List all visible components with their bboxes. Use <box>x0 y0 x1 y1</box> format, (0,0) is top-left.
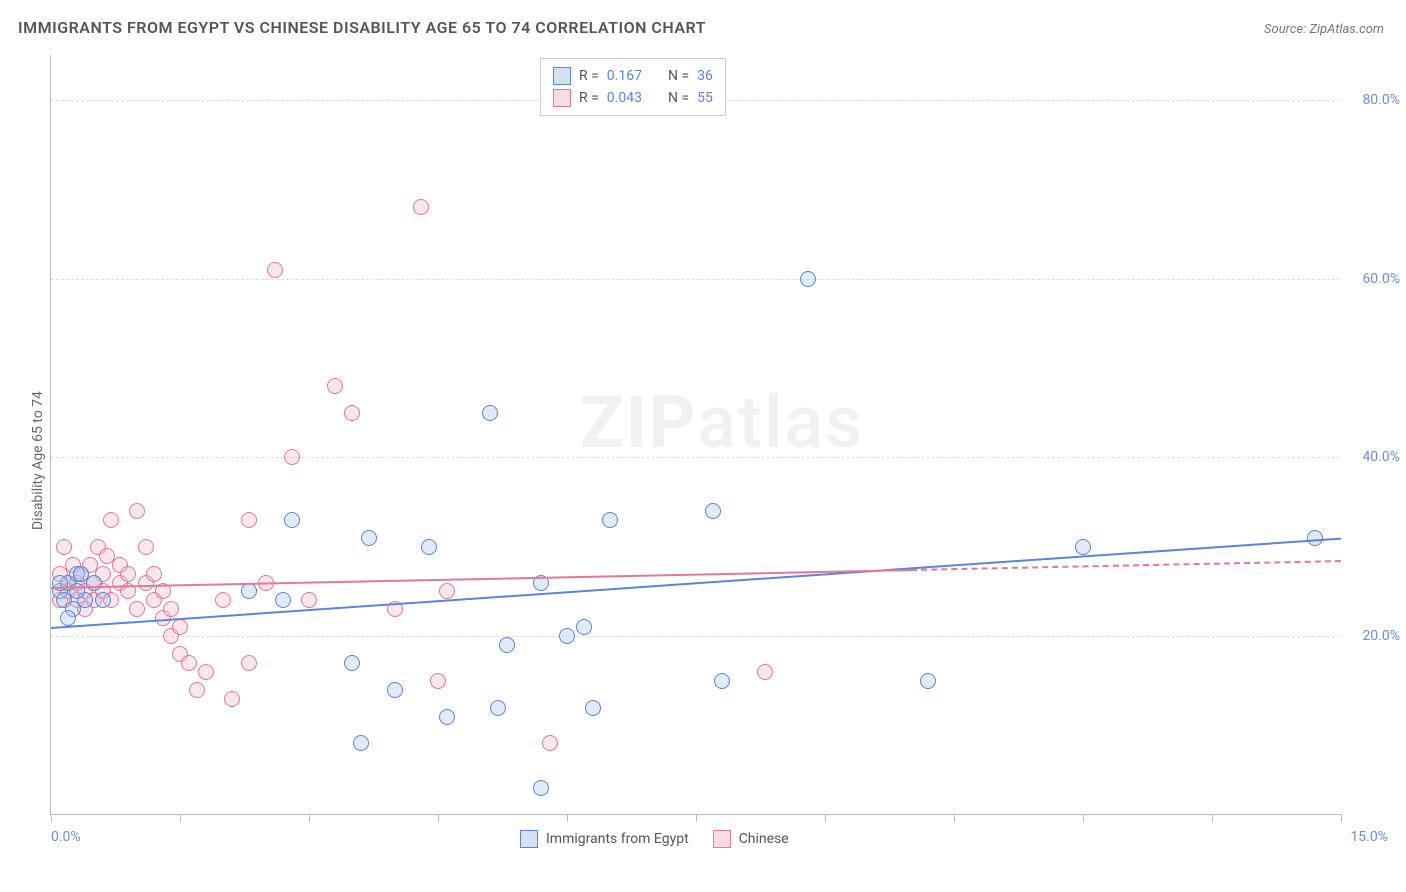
scatter-point-egypt <box>576 619 592 635</box>
scatter-point-chinese <box>163 601 179 617</box>
legend-item-egypt: Immigrants from Egypt <box>520 830 689 848</box>
n-label: N = <box>668 65 689 87</box>
scatter-point-egypt <box>714 673 730 689</box>
legend-label-egypt: Immigrants from Egypt <box>546 831 689 847</box>
scatter-point-chinese <box>439 583 455 599</box>
legend-stat-row-chinese: R = 0.043 N = 55 <box>553 87 713 109</box>
scatter-point-chinese <box>542 735 558 751</box>
scatter-point-chinese <box>241 655 257 671</box>
legend-swatch-chinese <box>553 89 571 107</box>
x-tick <box>309 814 310 822</box>
scatter-point-egypt <box>387 682 403 698</box>
scatter-point-egypt <box>559 628 575 644</box>
scatter-point-egypt <box>439 709 455 725</box>
scatter-point-egypt <box>344 655 360 671</box>
scatter-point-egypt <box>353 735 369 751</box>
r-label: R = <box>579 87 599 109</box>
x-tick-label: 15.0% <box>1350 829 1388 845</box>
y-axis-title: Disability Age 65 to 74 <box>30 391 46 530</box>
scatter-point-egypt <box>533 780 549 796</box>
scatter-point-chinese <box>189 682 205 698</box>
scatter-point-egypt <box>1307 530 1323 546</box>
x-tick <box>825 814 826 822</box>
n-label: N = <box>668 87 689 109</box>
scatter-point-chinese <box>224 691 240 707</box>
plot-area: 20.0%40.0%60.0%80.0%0.0%15.0% <box>50 55 1340 815</box>
r-label: R = <box>579 65 599 87</box>
scatter-point-chinese <box>129 601 145 617</box>
scatter-point-chinese <box>129 503 145 519</box>
legend-swatch-egypt <box>553 67 571 85</box>
scatter-point-egypt <box>499 637 515 653</box>
n-value: 36 <box>697 65 713 87</box>
gridline <box>51 636 1340 637</box>
chart-title: IMMIGRANTS FROM EGYPT VS CHINESE DISABIL… <box>18 18 706 37</box>
scatter-point-chinese <box>344 405 360 421</box>
y-tick-label: 80.0% <box>1362 92 1400 108</box>
x-tick <box>954 814 955 822</box>
x-tick <box>1212 814 1213 822</box>
legend-series: Immigrants from Egypt Chinese <box>520 830 789 848</box>
scatter-point-chinese <box>172 619 188 635</box>
scatter-point-egypt <box>490 700 506 716</box>
scatter-point-egypt <box>800 271 816 287</box>
scatter-point-chinese <box>267 262 283 278</box>
x-tick <box>696 814 697 822</box>
y-tick-label: 40.0% <box>1362 449 1400 465</box>
x-tick <box>567 814 568 822</box>
x-tick <box>1083 814 1084 822</box>
y-tick-label: 20.0% <box>1362 628 1400 644</box>
y-tick-label: 60.0% <box>1362 271 1400 287</box>
scatter-point-egypt <box>585 700 601 716</box>
r-value: 0.043 <box>607 87 642 109</box>
trend-ext-chinese <box>911 560 1341 571</box>
scatter-point-egypt <box>60 610 76 626</box>
legend-stat-row-egypt: R = 0.167 N = 36 <box>553 65 713 87</box>
gridline <box>51 279 1340 280</box>
scatter-point-egypt <box>705 503 721 519</box>
scatter-point-egypt <box>241 583 257 599</box>
scatter-point-chinese <box>120 566 136 582</box>
scatter-point-egypt <box>1075 539 1091 555</box>
scatter-point-chinese <box>138 539 154 555</box>
scatter-point-chinese <box>181 655 197 671</box>
scatter-point-chinese <box>284 449 300 465</box>
legend-swatch-chinese <box>713 830 731 848</box>
scatter-point-chinese <box>757 664 773 680</box>
legend-swatch-egypt <box>520 830 538 848</box>
scatter-point-chinese <box>198 664 214 680</box>
scatter-point-egypt <box>421 539 437 555</box>
scatter-point-chinese <box>327 378 343 394</box>
scatter-point-egypt <box>602 512 618 528</box>
trend-chinese <box>51 569 911 589</box>
source-label: Source: ZipAtlas.com <box>1264 22 1384 37</box>
legend-correlation-box: R = 0.167 N = 36 R = 0.043 N = 55 <box>540 58 726 116</box>
scatter-point-egypt <box>275 592 291 608</box>
scatter-point-chinese <box>301 592 317 608</box>
x-tick <box>438 814 439 822</box>
scatter-point-egypt <box>920 673 936 689</box>
x-tick <box>51 814 52 822</box>
legend-label-chinese: Chinese <box>739 831 789 847</box>
x-tick <box>180 814 181 822</box>
scatter-point-egypt <box>361 530 377 546</box>
scatter-point-egypt <box>95 592 111 608</box>
scatter-point-chinese <box>146 566 162 582</box>
n-value: 55 <box>697 87 713 109</box>
scatter-point-chinese <box>413 199 429 215</box>
x-tick-label: 0.0% <box>51 829 81 845</box>
scatter-point-chinese <box>430 673 446 689</box>
scatter-point-chinese <box>103 512 119 528</box>
scatter-point-chinese <box>56 539 72 555</box>
scatter-point-chinese <box>215 592 231 608</box>
gridline <box>51 457 1340 458</box>
x-tick <box>1341 814 1342 822</box>
scatter-point-egypt <box>284 512 300 528</box>
scatter-point-egypt <box>482 405 498 421</box>
legend-item-chinese: Chinese <box>713 830 789 848</box>
r-value: 0.167 <box>607 65 642 87</box>
scatter-point-chinese <box>241 512 257 528</box>
